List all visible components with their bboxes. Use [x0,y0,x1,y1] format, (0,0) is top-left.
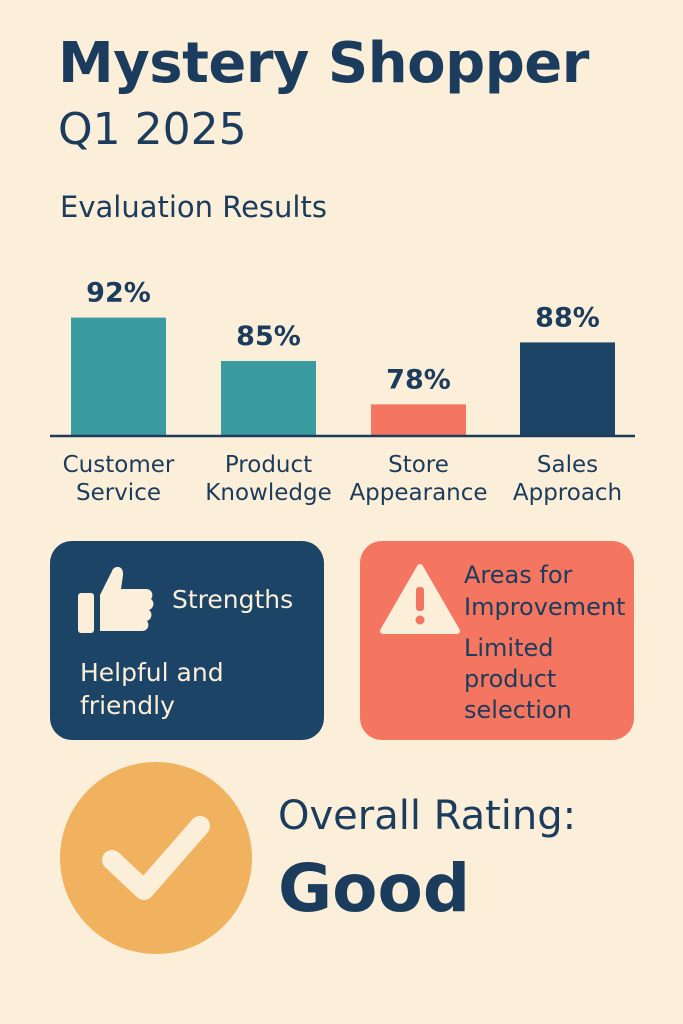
bar-value-label: 88% [535,302,600,333]
page-title: Mystery Shopper [58,31,589,96]
bar-value-label: 78% [386,364,451,395]
bar-value-label: 85% [236,321,301,352]
bar-3 [371,404,466,436]
improvement-body: Limited product selection [464,634,572,725]
category-label: Customer Service [63,452,175,506]
overall-rating-label: Overall Rating: [278,793,577,839]
checkmark-icon [60,762,252,954]
bar-4 [520,342,615,436]
strengths-card: Strengths Helpful and friendly [50,541,324,740]
bar-1 [71,317,166,436]
improvement-title: Areas for Improvement [464,561,626,622]
bar-2 [221,361,316,436]
category-label: Product Knowledge [205,452,331,506]
chart-title: Evaluation Results [60,190,327,224]
overall-rating-value: Good [278,850,471,927]
category-label: Store Appearance [349,452,487,506]
improvement-card: Areas for Improvement Limited product se… [360,541,634,740]
bar-value-label: 92% [86,278,151,309]
strengths-title: Strengths [172,585,294,614]
page-subtitle: Q1 2025 [58,104,247,155]
strengths-body: Helpful and friendly [80,658,224,720]
evaluation-bar-chart: 92% Customer Service 85% Product Knowledge 78%… [50,278,635,506]
category-label: Sales Approach [513,452,622,506]
thumbs-up-icon [78,566,154,633]
warning-icon [380,564,460,634]
